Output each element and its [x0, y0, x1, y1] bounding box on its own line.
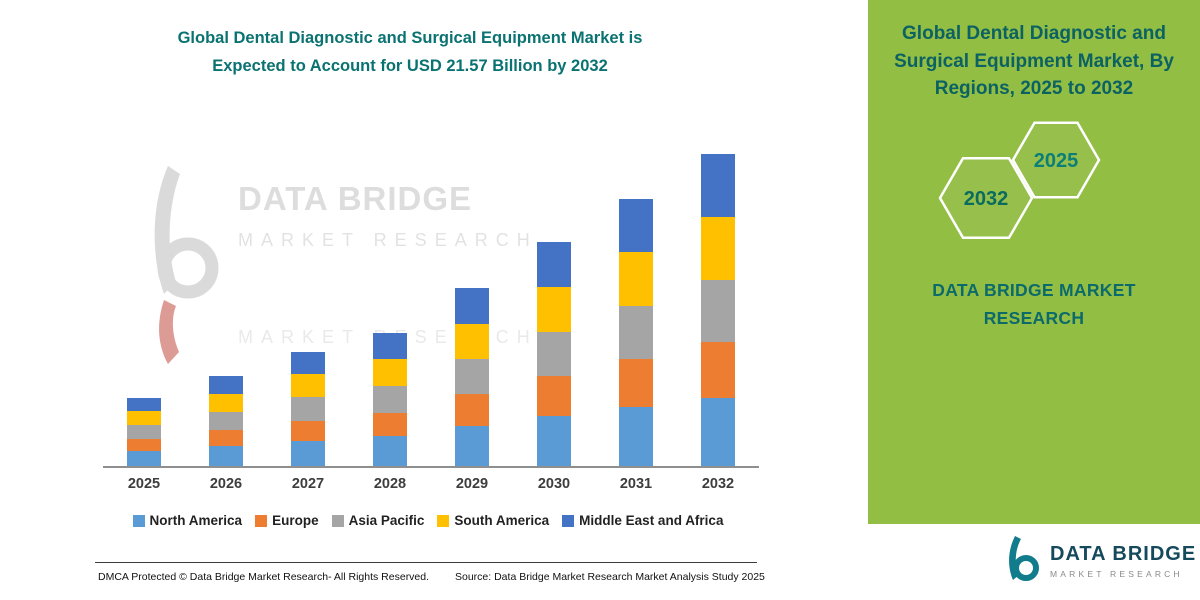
bar-segment-europe: [291, 420, 325, 441]
bar-segment-south-america: [619, 252, 653, 306]
bar-segment-south-america: [537, 286, 571, 332]
bar-segment-middle-east-and-africa: [455, 288, 489, 324]
bar-segment-north-america: [537, 416, 571, 466]
x-tick-2030: 2030: [537, 476, 571, 492]
bar-segment-asia-pacific: [127, 424, 161, 439]
bar-segment-middle-east-and-africa: [127, 398, 161, 412]
bar-segment-middle-east-and-africa: [291, 351, 325, 375]
x-tick-2026: 2026: [209, 476, 243, 492]
bar-segment-europe: [209, 429, 243, 446]
legend-item: North America: [132, 513, 243, 528]
watermark-line1: DATA BRIDGE: [238, 180, 473, 217]
logo-name: DATA BRIDGE: [1050, 542, 1197, 565]
hexagon-2032-icon: [938, 156, 1034, 240]
panel-title: Global Dental Diagnostic and Surgical Eq…: [894, 23, 1174, 100]
bars-row: [103, 148, 759, 466]
bar-segment-south-america: [127, 411, 161, 425]
panel-brand-text: DATA BRIDGE MARKET RESEARCH: [932, 280, 1136, 328]
legend-item: Europe: [255, 513, 319, 528]
bar-segment-middle-east-and-africa: [537, 241, 571, 287]
hexagon-2025-label: 2025: [1034, 150, 1079, 172]
bar-segment-asia-pacific: [291, 397, 325, 421]
dmca-notice: DMCA Protected © Data Bridge Market Rese…: [98, 571, 430, 583]
bar-segment-europe: [537, 376, 571, 417]
source-note: Source: Data Bridge Market Research Mark…: [455, 571, 765, 583]
logo-sub: MARKET RESEARCH: [1050, 568, 1183, 579]
hexagon-2032-label: 2032: [964, 188, 1009, 210]
x-axis-labels: 2025 2026 2027 2028 2029 2030 2031 2032: [103, 476, 759, 492]
bar-segment-south-america: [291, 374, 325, 398]
bar-segment-middle-east-and-africa: [209, 376, 243, 394]
legend-swatch: [255, 514, 268, 527]
legend-swatch: [331, 514, 344, 527]
x-tick-2031: 2031: [619, 476, 653, 492]
bar-segment-europe: [127, 438, 161, 451]
bar-segment-north-america: [209, 445, 243, 466]
x-tick-2028: 2028: [373, 476, 407, 492]
bar-segment-europe: [373, 412, 407, 437]
legend-label: South America: [454, 513, 550, 528]
bar-segment-asia-pacific: [209, 411, 243, 430]
data-bridge-logo-watermark-icon: [138, 162, 222, 372]
bar-segment-asia-pacific: [619, 305, 653, 360]
chart-title-line1: Global Dental Diagnostic and Surgical Eq…: [177, 29, 643, 47]
bar-2025: [127, 398, 161, 466]
bar-segment-north-america: [455, 426, 489, 466]
hexagon-years-graphic: 2032 2025: [938, 121, 1101, 240]
legend-swatch: [132, 514, 145, 527]
plot-area: [103, 150, 759, 468]
bar-segment-north-america: [127, 450, 161, 466]
legend-label: North America: [149, 513, 243, 528]
legend-item: South America: [437, 513, 549, 528]
bar-2027: [291, 351, 325, 466]
data-bridge-logo-icon: [1002, 534, 1040, 587]
legend-swatch: [562, 514, 575, 527]
x-tick-2032: 2032: [701, 476, 735, 492]
bar-segment-middle-east-and-africa: [373, 333, 407, 360]
bar-2030: [537, 241, 571, 466]
chart-title: Global Dental Diagnostic and Surgical Eq…: [40, 24, 780, 80]
bar-2031: [619, 198, 653, 466]
legend-item: Asia Pacific: [331, 513, 425, 528]
x-tick-2027: 2027: [291, 476, 325, 492]
hexagon-2025-icon: [1011, 121, 1101, 199]
legend: North America Europe Asia Pacific South Ame…: [88, 513, 768, 528]
bar-segment-europe: [701, 341, 735, 399]
bar-segment-north-america: [619, 406, 653, 466]
bar-2029: [455, 288, 489, 466]
legend-label: Europe: [272, 513, 319, 528]
panel-brand: DATA BRIDGE MARKET RESEARCH: [868, 276, 1200, 332]
bar-segment-north-america: [701, 398, 735, 466]
chart-title-line2: Expected to Account for USD 21.57 Billio…: [212, 57, 608, 76]
bar-segment-middle-east-and-africa: [619, 198, 653, 253]
legend-item: Middle East and Africa: [562, 513, 723, 528]
data-bridge-logo: DATA BRIDGE MARKET RESEARCH: [1002, 534, 1196, 587]
legend-swatch: [437, 514, 450, 527]
legend-label: Asia Pacific: [348, 513, 425, 528]
bar-2028: [373, 333, 407, 466]
watermark-line2: MARKET RESEARCH: [238, 230, 538, 250]
x-tick-2029: 2029: [455, 476, 489, 492]
bar-segment-south-america: [209, 393, 243, 412]
bar-segment-south-america: [701, 217, 735, 280]
bar-segment-asia-pacific: [373, 385, 407, 413]
bar-segment-middle-east-and-africa: [701, 154, 735, 218]
bar-segment-north-america: [373, 436, 407, 466]
bar-segment-north-america: [291, 440, 325, 466]
data-bridge-logo-text: DATA BRIDGE MARKET RESEARCH: [1050, 543, 1196, 579]
x-tick-2025: 2025: [127, 476, 161, 492]
bar-segment-europe: [619, 359, 653, 407]
bar-segment-asia-pacific: [701, 279, 735, 342]
bar-segment-south-america: [455, 323, 489, 360]
right-panel: Global Dental Diagnostic and Surgical Eq…: [868, 0, 1200, 524]
bar-segment-europe: [455, 394, 489, 427]
legend-label: Middle East and Africa: [579, 513, 724, 528]
footer-divider: [95, 562, 757, 563]
bar-segment-asia-pacific: [537, 331, 571, 377]
bar-segment-asia-pacific: [455, 359, 489, 395]
bar-2032: [701, 154, 735, 466]
bar-segment-south-america: [373, 359, 407, 386]
bar-2026: [209, 376, 243, 466]
